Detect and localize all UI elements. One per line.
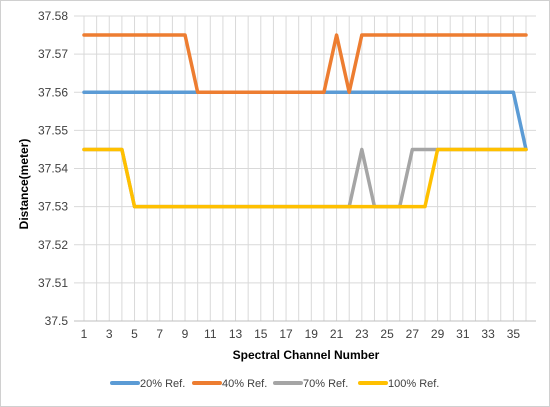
x-axis-ticks: 1 3 5 7 9 11 13 15 17 19 21 23 25 27 29 31 33 35 — [81, 327, 521, 341]
x-tick-label: 5 — [131, 327, 138, 341]
x-tick-label: 27 — [406, 327, 420, 341]
x-tick-label: 23 — [355, 327, 369, 341]
x-tick-label: 13 — [229, 327, 243, 341]
x-tick-label: 19 — [305, 327, 319, 341]
legend-label: 70% Ref. — [303, 378, 348, 390]
series-line-4 — [82, 147, 528, 209]
x-tick-label: 29 — [431, 327, 445, 341]
x-tick-label: 17 — [279, 327, 293, 341]
legend-label: 100% Ref. — [388, 378, 439, 390]
x-tick-label: 7 — [156, 327, 163, 341]
series-line-3 — [82, 147, 528, 209]
legend: 20% Ref. 40% Ref. 70% Ref. 100% Ref. — [110, 378, 439, 390]
x-axis-title: Spectral Channel Number — [233, 348, 380, 362]
x-tick-label: 9 — [182, 327, 189, 341]
y-tick-label: 37.55 — [38, 123, 68, 137]
series-line-1 — [82, 90, 528, 152]
x-tick-label: 21 — [330, 327, 344, 341]
legend-label: 20% Ref. — [140, 378, 185, 390]
y-tick-label: 37.51 — [38, 276, 68, 290]
x-tick-label: 3 — [106, 327, 113, 341]
y-axis-ticks: 37.5 37.51 37.52 37.53 37.54 37.55 37.56 37.57 3… — [38, 9, 68, 328]
series-lines — [82, 33, 528, 209]
x-tick-label: 31 — [456, 327, 470, 341]
y-tick-label: 37.52 — [38, 238, 68, 252]
x-tick-label: 35 — [507, 327, 521, 341]
x-tick-label: 1 — [81, 327, 88, 341]
series-line-2 — [82, 33, 528, 94]
y-tick-label: 37.54 — [38, 162, 68, 176]
x-tick-label: 25 — [380, 327, 394, 341]
y-axis-title: Distance(meter) — [17, 139, 31, 230]
y-tick-label: 37.53 — [38, 200, 68, 214]
y-tick-label: 37.58 — [38, 9, 68, 23]
x-tick-label: 33 — [481, 327, 495, 341]
y-tick-label: 37.56 — [38, 85, 68, 99]
grid-lines — [74, 15, 536, 322]
x-tick-label: 11 — [204, 327, 217, 341]
legend-label: 40% Ref. — [222, 378, 267, 390]
x-tick-label: 15 — [254, 327, 268, 341]
y-tick-label: 37.5 — [45, 314, 69, 328]
y-tick-label: 37.57 — [38, 47, 68, 61]
